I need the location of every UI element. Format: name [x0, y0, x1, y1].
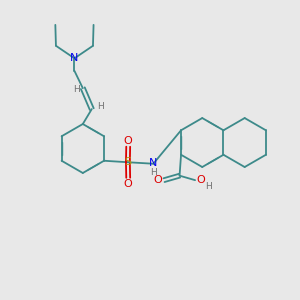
Text: O: O	[124, 179, 133, 189]
Text: S: S	[124, 157, 131, 167]
Text: N: N	[149, 158, 158, 168]
Text: H: H	[74, 85, 80, 94]
Text: O: O	[154, 175, 162, 184]
Text: H: H	[97, 102, 104, 111]
Text: N: N	[70, 53, 79, 63]
Text: O: O	[124, 136, 133, 146]
Text: H: H	[151, 168, 157, 177]
Text: O: O	[197, 175, 206, 184]
Text: H: H	[206, 182, 212, 190]
